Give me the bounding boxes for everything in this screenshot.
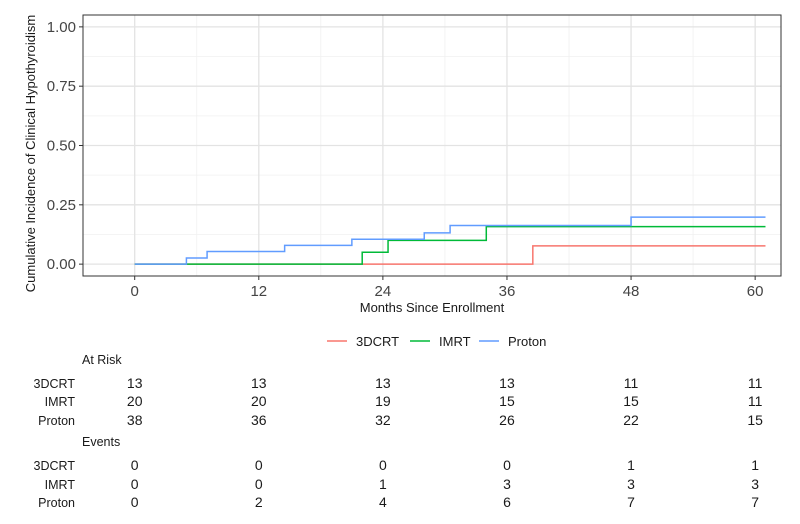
- at-risk-row-label: IMRT: [45, 395, 76, 409]
- events-row-label: 3DCRT: [34, 459, 76, 473]
- at-risk-value: 13: [499, 375, 515, 391]
- events-value: 0: [255, 457, 263, 473]
- at-risk-value: 38: [127, 412, 143, 428]
- events-value: 0: [379, 457, 387, 473]
- at-risk-value: 15: [499, 393, 515, 409]
- events-value: 0: [131, 476, 139, 492]
- events-value: 6: [503, 494, 511, 510]
- events-row-label: Proton: [38, 496, 75, 510]
- x-tick-label: 24: [375, 283, 392, 300]
- events-value: 1: [379, 476, 387, 492]
- x-tick-label: 0: [131, 283, 139, 300]
- legend-label-imrt: IMRT: [439, 334, 471, 349]
- events-value: 1: [627, 457, 635, 473]
- legend-label-proton: Proton: [508, 334, 546, 349]
- at-risk-title: At Risk: [82, 353, 122, 367]
- at-risk-value: 15: [747, 412, 763, 428]
- events-title: Events: [82, 435, 120, 449]
- x-tick-label: 12: [250, 283, 267, 300]
- y-tick-label: 0.00: [47, 256, 76, 273]
- y-tick-label: 1.00: [47, 19, 76, 36]
- y-tick-label: 0.75: [47, 78, 76, 95]
- at-risk-value: 13: [251, 375, 267, 391]
- at-risk-value: 22: [623, 412, 639, 428]
- events-value: 0: [255, 476, 263, 492]
- x-tick-label: 60: [747, 283, 764, 300]
- events-value: 4: [379, 494, 387, 510]
- events-value: 2: [255, 494, 263, 510]
- legend-label-3dcrt: 3DCRT: [356, 334, 399, 349]
- at-risk-value: 36: [251, 412, 267, 428]
- y-tick-label: 0.25: [47, 197, 76, 214]
- x-axis-title: Months Since Enrollment: [360, 300, 505, 315]
- x-tick-label: 48: [623, 283, 640, 300]
- events-value: 3: [503, 476, 511, 492]
- at-risk-value: 32: [375, 412, 391, 428]
- events-value: 3: [751, 476, 759, 492]
- y-tick-label: 0.50: [47, 138, 76, 155]
- at-risk-value: 15: [623, 393, 639, 409]
- events-value: 3: [627, 476, 635, 492]
- events-value: 0: [131, 457, 139, 473]
- at-risk-row-label: 3DCRT: [34, 377, 76, 391]
- events-row-label: IMRT: [45, 478, 76, 492]
- at-risk-value: 13: [375, 375, 391, 391]
- events-value: 7: [751, 494, 759, 510]
- at-risk-value: 19: [375, 393, 391, 409]
- at-risk-value: 26: [499, 412, 515, 428]
- at-risk-value: 13: [127, 375, 143, 391]
- events-value: 1: [751, 457, 759, 473]
- at-risk-row-label: Proton: [38, 414, 75, 428]
- at-risk-value: 11: [748, 375, 763, 391]
- series-line-proton: [134, 216, 766, 265]
- x-tick-label: 36: [499, 283, 516, 300]
- events-value: 7: [627, 494, 635, 510]
- at-risk-value: 11: [624, 375, 639, 391]
- events-value: 0: [131, 494, 139, 510]
- at-risk-value: 20: [127, 393, 143, 409]
- at-risk-value: 20: [251, 393, 267, 409]
- series-line-imrt: [134, 225, 766, 265]
- y-axis-title: Cumulative Incidence of Clinical Hypothy…: [23, 15, 38, 292]
- events-value: 0: [503, 457, 511, 473]
- at-risk-value: 11: [748, 393, 763, 409]
